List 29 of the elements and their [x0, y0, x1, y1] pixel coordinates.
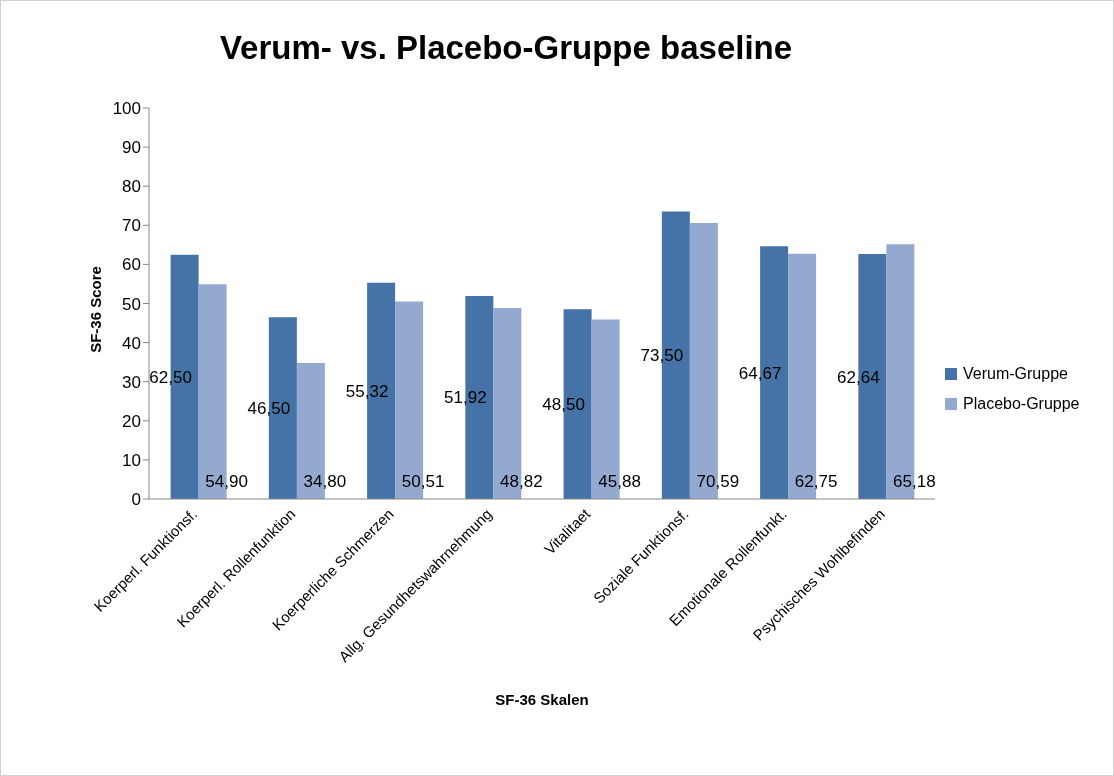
- data-label: 62,75: [794, 472, 838, 491]
- data-label: 50,51: [401, 472, 445, 491]
- data-label: 55,32: [345, 381, 389, 401]
- legend-label: Placebo-Gruppe: [963, 394, 1080, 414]
- y-axis-title: SF-36 Score: [86, 265, 104, 355]
- data-label: 34,80: [303, 472, 347, 491]
- data-label: 48,82: [500, 472, 543, 491]
- chart-title: Verum- vs. Placebo-Gruppe baseline: [218, 29, 794, 67]
- y-tick-label: 100: [112, 99, 141, 119]
- data-label: 54,90: [205, 472, 248, 491]
- data-label: 73,50: [640, 346, 684, 366]
- data-label: 64,67: [738, 363, 782, 383]
- y-tick-label: 0: [131, 490, 141, 510]
- y-tick-label: 60: [122, 255, 141, 275]
- y-tick-label: 90: [122, 138, 141, 158]
- y-tick-label: 30: [122, 372, 141, 392]
- data-label: 48,50: [542, 395, 585, 415]
- x-axis-title: SF-36 Skalen: [495, 691, 589, 708]
- data-label: 46,50: [247, 399, 291, 419]
- data-label: 70,59: [696, 472, 740, 491]
- y-tick-label: 20: [122, 411, 141, 431]
- y-tick-label: 10: [122, 450, 141, 470]
- y-tick-label: 40: [122, 333, 141, 353]
- legend-label: Verum-Gruppe: [963, 364, 1068, 384]
- y-tick-label: 70: [122, 216, 141, 236]
- data-label: 45,88: [598, 472, 641, 491]
- y-tick-label: 80: [122, 177, 141, 197]
- data-label: 65,18: [893, 472, 936, 491]
- y-tick-label: 50: [122, 294, 141, 314]
